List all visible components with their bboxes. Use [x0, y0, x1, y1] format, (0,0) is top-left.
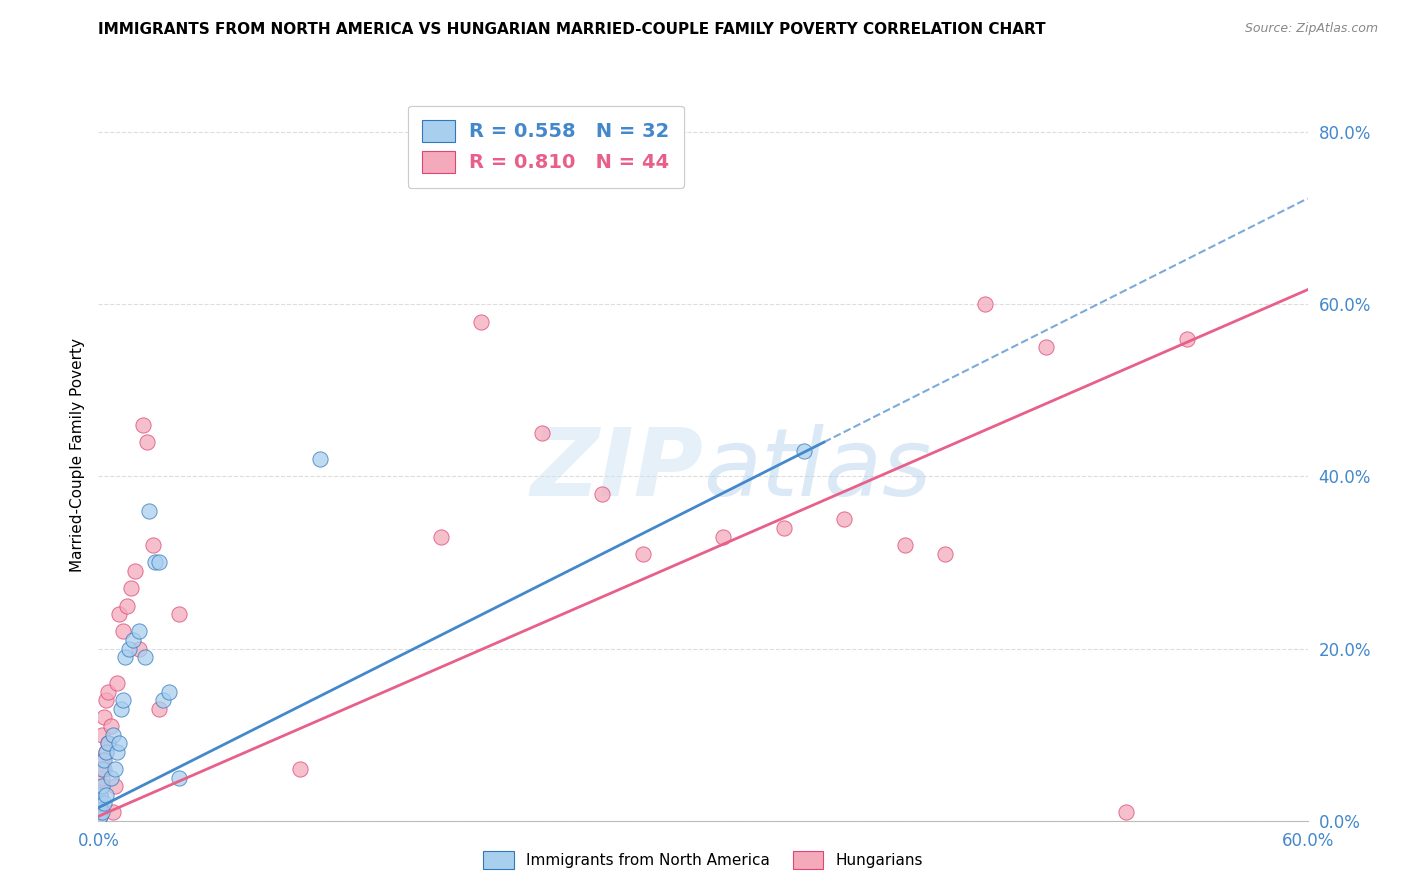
Point [111, 624, 134, 639]
Point [832, 512, 855, 526]
Point [93, 797, 115, 811]
Point [103, 779, 125, 793]
Point [91, 779, 114, 793]
Point [93, 762, 115, 776]
Point [101, 728, 124, 742]
Point [105, 676, 128, 690]
Point [97, 736, 120, 750]
Point [101, 805, 124, 819]
Text: IMMIGRANTS FROM NORTH AMERICA VS HUNGARIAN MARRIED-COUPLE FAMILY POVERTY CORRELA: IMMIGRANTS FROM NORTH AMERICA VS HUNGARI… [98, 22, 1046, 37]
Point [772, 521, 794, 535]
Point [100, 719, 122, 733]
Point [124, 564, 146, 578]
Point [128, 624, 150, 639]
Text: ZIP: ZIP [530, 424, 703, 516]
Point [89, 797, 111, 811]
Point [107, 607, 129, 621]
Point [120, 582, 142, 596]
Y-axis label: Married-Couple Family Poverty: Married-Couple Family Poverty [69, 338, 84, 572]
Point [107, 736, 129, 750]
Text: Source: ZipAtlas.com: Source: ZipAtlas.com [1244, 22, 1378, 36]
Legend: Immigrants from North America, Hungarians: Immigrants from North America, Hungarian… [477, 845, 929, 875]
Point [89, 809, 111, 823]
Point [110, 702, 132, 716]
Point [157, 684, 180, 698]
Point [934, 547, 956, 561]
Point [91, 762, 114, 776]
Point [91, 728, 114, 742]
Point [135, 435, 157, 450]
Point [974, 297, 997, 311]
Point [142, 538, 165, 552]
Point [143, 556, 166, 570]
Point [96, 788, 118, 802]
Point [96, 693, 118, 707]
Point [115, 599, 138, 613]
Point [91, 779, 114, 793]
Point [91, 805, 114, 819]
Point [91, 753, 114, 767]
Point [793, 443, 815, 458]
Point [631, 547, 654, 561]
Point [100, 771, 122, 785]
Point [893, 538, 915, 552]
Point [711, 530, 734, 544]
Point [148, 702, 170, 716]
Point [97, 684, 120, 698]
Point [89, 788, 111, 802]
Point [96, 745, 118, 759]
Point [128, 641, 150, 656]
Point [430, 530, 453, 544]
Point [97, 736, 120, 750]
Point [167, 607, 190, 621]
Point [288, 762, 311, 776]
Point [111, 693, 134, 707]
Point [89, 809, 111, 823]
Point [470, 314, 492, 328]
Point [105, 745, 128, 759]
Point [1115, 805, 1137, 819]
Point [167, 771, 190, 785]
Point [152, 693, 174, 707]
Point [89, 797, 111, 811]
Legend: R = 0.558   N = 32, R = 0.810   N = 44: R = 0.558 N = 32, R = 0.810 N = 44 [408, 105, 683, 187]
Point [138, 504, 160, 518]
Point [530, 426, 553, 441]
Point [93, 710, 115, 724]
Point [118, 641, 141, 656]
Point [309, 452, 332, 467]
Point [134, 650, 156, 665]
Point [1175, 332, 1198, 346]
Point [93, 753, 115, 767]
Point [114, 650, 136, 665]
Point [96, 745, 118, 759]
Point [121, 632, 143, 647]
Text: atlas: atlas [703, 424, 931, 515]
Point [148, 556, 170, 570]
Point [591, 486, 613, 500]
Point [103, 762, 125, 776]
Point [91, 771, 114, 785]
Point [89, 788, 111, 802]
Point [651, 168, 673, 182]
Point [89, 805, 111, 819]
Point [1035, 340, 1057, 354]
Point [132, 417, 155, 432]
